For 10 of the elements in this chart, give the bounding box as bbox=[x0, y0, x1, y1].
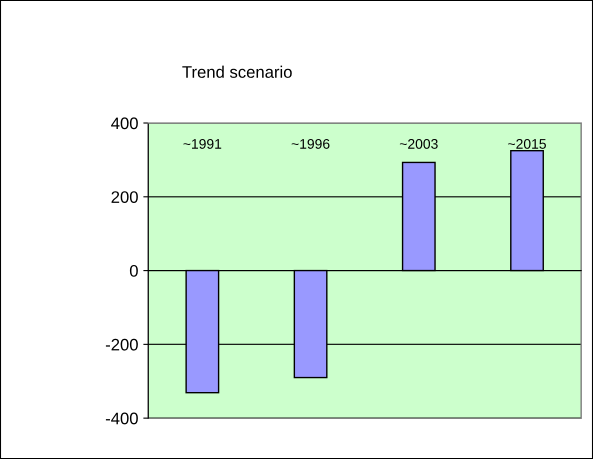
y-tick-label: -200 bbox=[106, 338, 138, 351]
y-tick-label: 200 bbox=[112, 191, 138, 203]
x-tick-label: ~2015 bbox=[508, 139, 546, 149]
y-tick-label: 400 bbox=[111, 117, 138, 130]
x-tick-label: ~1996 bbox=[292, 139, 330, 149]
y-tick-label: -400 bbox=[106, 412, 138, 424]
y-tick-label: 0 bbox=[130, 264, 138, 277]
x-tick-label: ~1991 bbox=[183, 139, 222, 149]
chart-title: Trend scenario bbox=[182, 66, 292, 78]
x-tick-label: ~2003 bbox=[400, 139, 438, 149]
